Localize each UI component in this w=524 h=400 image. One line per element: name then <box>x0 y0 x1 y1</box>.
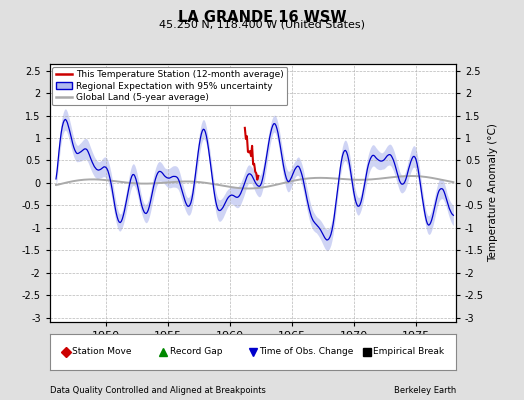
Text: Time of Obs. Change: Time of Obs. Change <box>259 348 353 356</box>
Text: Empirical Break: Empirical Break <box>373 348 444 356</box>
Text: 45.250 N, 118.400 W (United States): 45.250 N, 118.400 W (United States) <box>159 19 365 29</box>
Text: Data Quality Controlled and Aligned at Breakpoints: Data Quality Controlled and Aligned at B… <box>50 386 266 395</box>
Text: LA GRANDE 16 WSW: LA GRANDE 16 WSW <box>178 10 346 25</box>
Legend: This Temperature Station (12-month average), Regional Expectation with 95% uncer: This Temperature Station (12-month avera… <box>52 67 287 106</box>
Text: Station Move: Station Move <box>72 348 132 356</box>
Text: Berkeley Earth: Berkeley Earth <box>394 386 456 395</box>
Text: Record Gap: Record Gap <box>170 348 222 356</box>
Y-axis label: Temperature Anomaly (°C): Temperature Anomaly (°C) <box>488 124 498 262</box>
